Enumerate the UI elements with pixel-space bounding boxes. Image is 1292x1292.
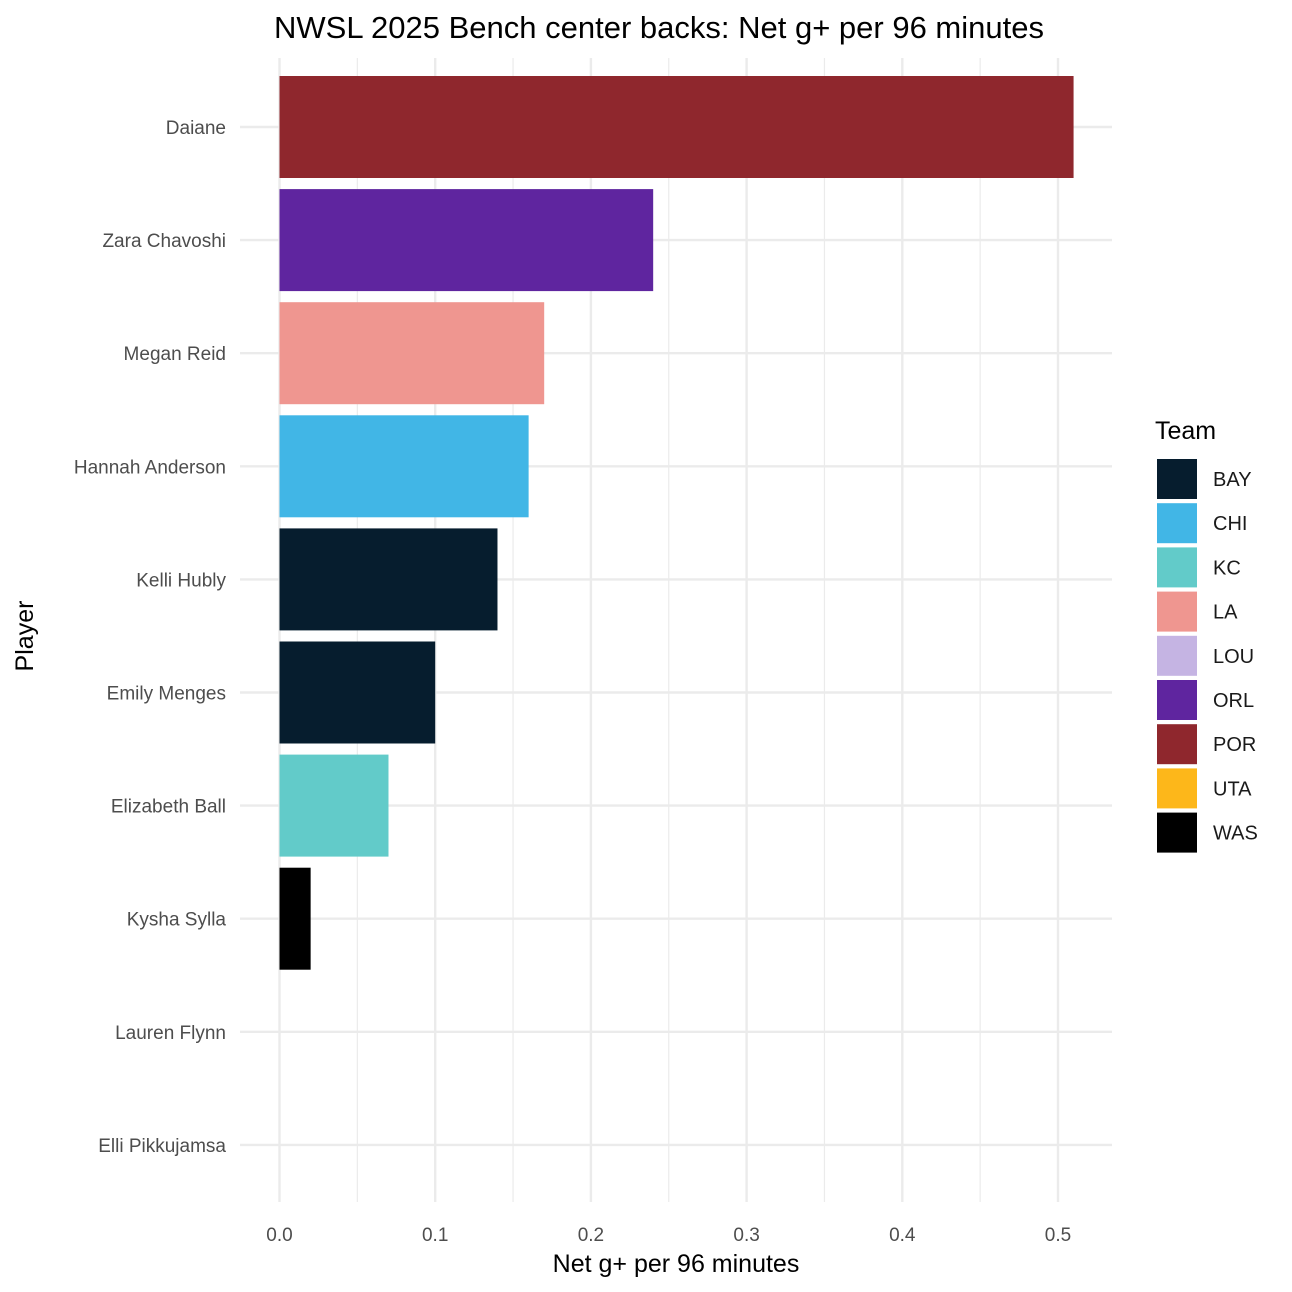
- y-tick-label: Lauren Flynn: [115, 1023, 226, 1044]
- y-tick-label: Hannah Anderson: [74, 457, 226, 478]
- legend-key-chi: [1157, 503, 1197, 544]
- y-tick-labels: Daiane Zara Chavoshi Megan Reid Hannah Ande…: [74, 118, 227, 1157]
- y-tick-label: Zara Chavoshi: [102, 231, 226, 252]
- legend-label-bay: BAY: [1213, 469, 1252, 491]
- y-tick-label: Elli Pikkujamsa: [98, 1136, 226, 1157]
- bar-zara-chavoshi: [279, 189, 654, 292]
- x-tick-labels: 0.0 0.1 0.2 0.3 0.4 0.5: [266, 1225, 1071, 1246]
- x-tick-label: 0.3: [733, 1225, 759, 1246]
- bar-kelli-hubly: [279, 528, 498, 631]
- x-tick-label: 0.1: [422, 1225, 448, 1246]
- legend-key-was: [1157, 812, 1197, 853]
- legend-label-was: WAS: [1213, 823, 1258, 845]
- x-tick-label: 0.2: [578, 1225, 604, 1246]
- y-tick-label: Daiane: [166, 118, 226, 139]
- y-tick-label: Elizabeth Ball: [111, 797, 226, 818]
- legend-key-la: [1157, 591, 1197, 632]
- y-tick-label: Emily Menges: [107, 684, 226, 705]
- bar-daiane: [279, 76, 1074, 178]
- legend-label-chi: CHI: [1213, 513, 1247, 535]
- x-tick-label: 0.5: [1045, 1225, 1071, 1246]
- legend-key-orl: [1157, 680, 1197, 720]
- bars-layer: [279, 76, 1074, 970]
- legend-label-lou: LOU: [1213, 646, 1254, 668]
- bar-elizabeth-ball: [279, 754, 389, 857]
- x-axis-title: Net g+ per 96 minutes: [553, 1250, 800, 1278]
- y-axis-title: Player: [11, 601, 39, 672]
- y-tick-label: Kysha Sylla: [127, 910, 227, 931]
- chart-title: NWSL 2025 Bench center backs: Net g+ per…: [274, 10, 1044, 45]
- legend-key-lou: [1157, 635, 1197, 676]
- legend: Team BAY CHI KC LA LOU ORL POR UTA WAS: [1155, 417, 1258, 853]
- bar-emily-menges: [279, 641, 436, 744]
- legend-label-la: LA: [1213, 602, 1238, 624]
- legend-key-kc: [1157, 547, 1197, 588]
- legend-label-kc: KC: [1213, 557, 1241, 579]
- bar-hannah-anderson: [279, 415, 529, 518]
- legend-key-por: [1157, 724, 1197, 765]
- y-tick-label: Kelli Hubly: [136, 570, 226, 591]
- y-tick-label: Megan Reid: [124, 344, 226, 365]
- x-tick-label: 0.0: [266, 1225, 292, 1246]
- legend-key-bay: [1157, 459, 1197, 499]
- legend-label-por: POR: [1213, 734, 1256, 756]
- legend-title: Team: [1155, 417, 1216, 445]
- legend-key-uta: [1157, 768, 1197, 809]
- legend-label-uta: UTA: [1213, 778, 1252, 800]
- x-tick-label: 0.4: [889, 1225, 916, 1246]
- bar-megan-reid: [279, 302, 545, 405]
- bar-kysha-sylla: [279, 867, 311, 970]
- legend-label-orl: ORL: [1213, 690, 1254, 712]
